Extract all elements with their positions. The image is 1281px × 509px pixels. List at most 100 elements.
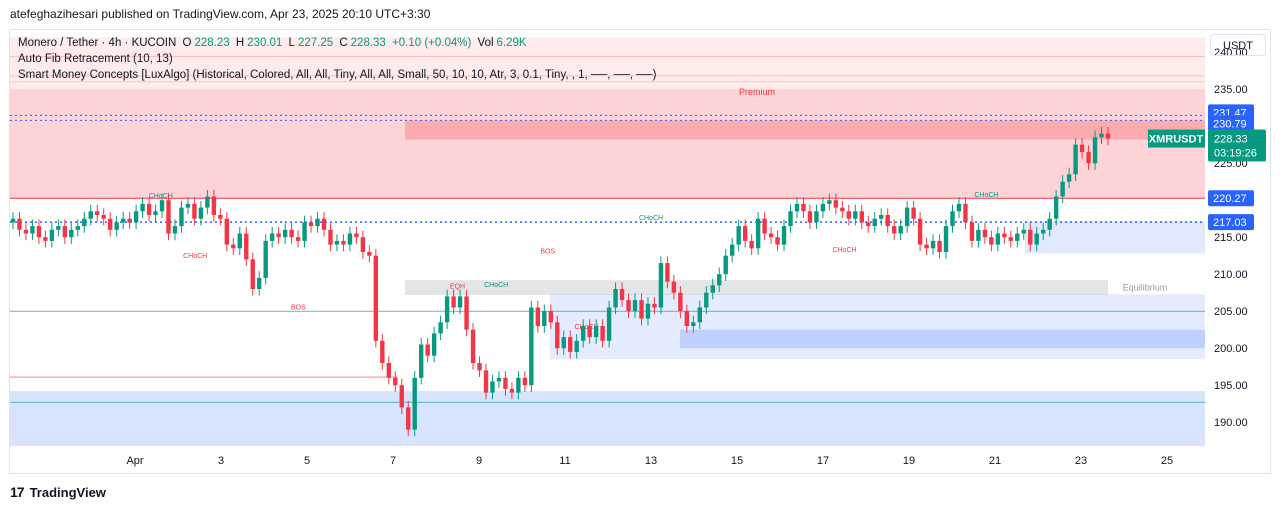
candle-body	[95, 211, 100, 215]
candle-body	[840, 207, 845, 212]
candle-body	[295, 237, 301, 241]
candle-body	[755, 218, 761, 249]
y-tick-label: 205.00	[1214, 306, 1248, 318]
candle-body	[730, 244, 735, 256]
y-tick-label: 215.00	[1214, 232, 1248, 244]
open-label: O	[182, 37, 192, 49]
candle-body	[976, 229, 981, 241]
candle-body	[801, 203, 806, 212]
candle-body	[205, 196, 210, 208]
candle-body	[1092, 137, 1098, 164]
candle-body	[924, 244, 929, 249]
close-value: 228.33	[350, 37, 386, 49]
candle-body	[341, 240, 346, 245]
candle-body	[82, 218, 87, 227]
smc-zones: Premium Equilibrium	[10, 37, 1205, 446]
structure-label-8: CHoCH	[832, 247, 856, 254]
tradingview-logo-icon: 17	[10, 484, 25, 500]
candle-body	[846, 211, 852, 219]
indicator-smc[interactable]: Smart Money Concepts [LuxAlgo] (Historic…	[18, 69, 657, 81]
candle-body	[114, 222, 119, 230]
candle-body	[879, 215, 884, 219]
candle-body	[691, 322, 696, 326]
candle-body	[36, 226, 42, 238]
chart-frame[interactable]	[9, 29, 1271, 474]
candle-body	[1034, 233, 1039, 245]
x-tick-label: 11	[559, 455, 570, 467]
candle-body	[1086, 152, 1091, 164]
candle-body	[1021, 229, 1026, 234]
candle-body	[995, 233, 1001, 245]
x-tick-label: 21	[989, 455, 1001, 467]
candle-body	[107, 218, 113, 230]
indicator-fib[interactable]: Auto Fib Retracement (10, 13)	[18, 53, 173, 65]
candle-body	[172, 226, 178, 234]
candle-body	[17, 218, 22, 230]
candle-body	[431, 333, 437, 356]
symbol-tag: XMRUSDT	[1149, 134, 1204, 146]
x-tick-label: Apr	[126, 455, 143, 467]
candle-body	[302, 222, 307, 241]
x-tick-label: 9	[476, 455, 482, 467]
x-tick-label: 25	[1161, 455, 1173, 467]
currency-selector[interactable]: USDT	[1210, 34, 1266, 56]
candle-body	[548, 311, 553, 323]
y-tick-label: 210.00	[1214, 269, 1248, 281]
price-tag: 220.27	[1213, 193, 1247, 205]
candle-body	[820, 203, 826, 212]
candle-body	[807, 211, 813, 223]
supply-block	[405, 120, 1205, 140]
candle-body	[613, 289, 618, 308]
price-tag: 230.79	[1213, 118, 1247, 130]
candle-body	[587, 326, 592, 338]
candle-body	[237, 233, 242, 249]
candles	[10, 126, 1111, 437]
candle-body	[1079, 144, 1085, 153]
y-tick-label: 190.00	[1214, 417, 1248, 429]
candle-body	[334, 240, 340, 245]
candle-body	[1105, 133, 1111, 139]
candle-body	[483, 370, 489, 393]
candle-body	[69, 229, 74, 238]
candle-body	[380, 340, 385, 363]
candle-body	[308, 222, 314, 227]
candle-body	[503, 377, 508, 389]
candle-body	[211, 196, 217, 215]
symbol-name[interactable]: Monero / Tether · 4h · KUCOIN	[18, 37, 177, 49]
candle-body	[159, 200, 165, 212]
footer-brand[interactable]: 17 TradingView	[10, 484, 106, 500]
candle-body	[62, 226, 68, 238]
candle-body	[43, 237, 48, 241]
candle-body	[930, 240, 936, 249]
candle-body	[101, 215, 106, 219]
candle-body	[470, 329, 476, 363]
time-axis: Apr 3 5 7 9 11 13 15 17 19 21 23 25	[126, 455, 1173, 467]
premium-zone	[10, 89, 1205, 198]
candle-body	[146, 203, 152, 215]
candle-body	[185, 203, 191, 208]
structure-label-4: CHoCH	[484, 282, 508, 289]
candle-body	[775, 237, 780, 245]
candle-body	[1060, 181, 1065, 197]
candle-body	[231, 244, 236, 249]
candle-body	[263, 240, 268, 278]
brand-name: TradingView	[29, 484, 106, 500]
candle-body	[885, 215, 890, 227]
candle-body	[354, 233, 359, 238]
candle-body	[522, 377, 528, 386]
structure-lines: CHoCH CHoCH BOS EQH CHoCH BOS CHoCH CHoCH CHoCH C…	[149, 192, 999, 331]
close-label: C	[339, 37, 348, 49]
structure-label-9: CHoCH	[974, 192, 998, 199]
candle-body	[321, 218, 327, 230]
candle-body	[555, 322, 560, 349]
candle-body	[315, 218, 320, 227]
candle-body	[328, 229, 333, 245]
candle-body	[451, 296, 456, 308]
candle-body	[866, 222, 871, 227]
candle-body	[568, 337, 573, 352]
candle-body	[989, 237, 994, 245]
candle-body	[406, 407, 411, 430]
x-tick-label: 23	[1075, 455, 1087, 467]
